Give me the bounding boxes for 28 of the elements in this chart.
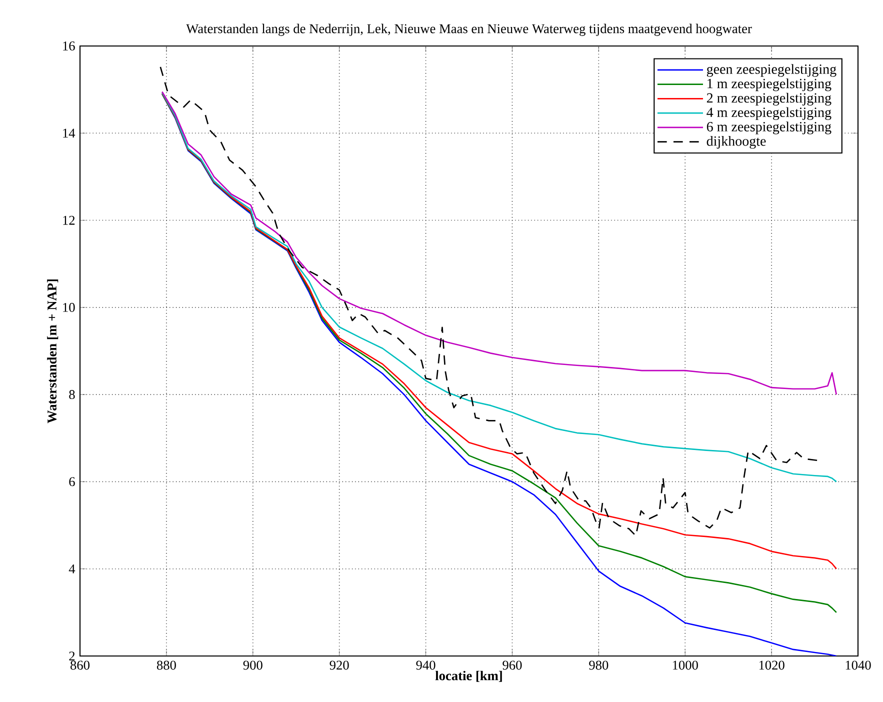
x-tick-label: 1000: [672, 660, 698, 670]
line-series: [161, 92, 838, 482]
legend-label: geen zeespiegelstijging: [706, 64, 836, 77]
legend-label: 4 m zeespiegelstijging: [706, 107, 832, 120]
x-tick-label: 1020: [759, 660, 784, 670]
y-tick-label: 12: [63, 216, 75, 225]
x-tick-label: 940: [416, 660, 436, 670]
y-tick-label: 4: [68, 564, 76, 574]
x-axis-title: locatie [km]: [435, 670, 502, 682]
y-tick-label: 6: [69, 477, 75, 486]
legend-label: 1 m zeespiegelstijging: [708, 78, 832, 92]
x-tick-label: 900: [243, 660, 262, 670]
y-tick-label: 14: [63, 128, 76, 138]
chart-title: Waterstanden langs de Nederrijn, Lek, Nieuwe Maas en Nieuwe Waterweg tijdens maatgevend hoogwater: [186, 24, 752, 36]
y-tick-label: 10: [63, 302, 75, 312]
y-tick-label: 8: [69, 390, 75, 400]
y-tick-label: 16: [63, 42, 75, 50]
x-tick-label: 980: [589, 660, 608, 670]
x-tick-label: 920: [330, 660, 349, 670]
legend-label: dijkhoogte: [706, 136, 766, 149]
legend-label: 2 m zeespiegelstijging: [706, 92, 832, 106]
x-tick-label: 880: [156, 660, 176, 670]
x-tick-label: 860: [70, 660, 90, 670]
x-tick-label: 1040: [846, 660, 871, 670]
x-tick-label: 960: [502, 660, 522, 670]
y-tick-label: 2: [69, 652, 75, 660]
y-axis-title: Waterstanden [m + NAP]: [47, 280, 58, 424]
legend-label: 6 m zeespiegelstijging: [706, 122, 832, 134]
